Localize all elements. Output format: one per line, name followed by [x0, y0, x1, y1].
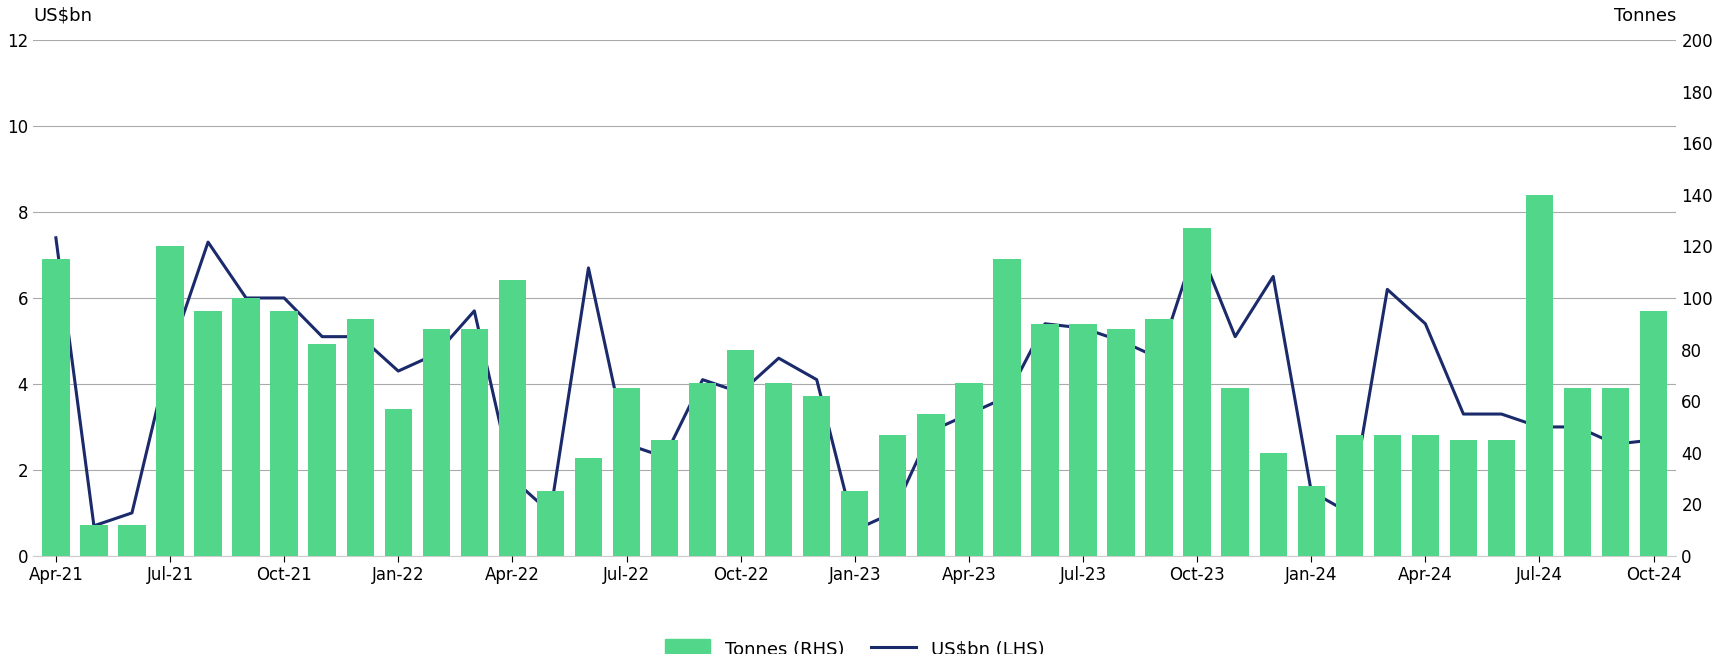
Bar	[499, 280, 526, 556]
Bar	[1639, 311, 1667, 556]
Bar	[194, 311, 222, 556]
Bar	[1108, 329, 1135, 556]
Bar	[81, 525, 108, 556]
Legend: Tonnes (RHS), US$bn (LHS): Tonnes (RHS), US$bn (LHS)	[657, 632, 1051, 654]
Bar	[841, 491, 869, 556]
Bar	[461, 329, 488, 556]
Bar	[270, 311, 298, 556]
Bar	[232, 298, 260, 556]
Bar	[157, 247, 184, 556]
Bar	[308, 345, 335, 556]
Bar	[879, 435, 906, 556]
Bar	[43, 259, 69, 556]
Bar	[1259, 453, 1287, 556]
Text: Tonnes: Tonnes	[1613, 7, 1677, 25]
Bar	[1297, 487, 1324, 556]
Bar	[612, 388, 640, 556]
Bar	[1412, 435, 1440, 556]
Bar	[690, 383, 716, 556]
Bar	[955, 383, 982, 556]
Bar	[992, 259, 1020, 556]
Bar	[1526, 195, 1553, 556]
Bar	[537, 491, 564, 556]
Bar	[1032, 324, 1058, 556]
Bar	[1221, 388, 1249, 556]
Bar	[1336, 435, 1362, 556]
Bar	[1183, 228, 1211, 556]
Bar	[1374, 435, 1402, 556]
Text: US$bn: US$bn	[33, 7, 93, 25]
Bar	[650, 440, 678, 556]
Bar	[803, 396, 831, 556]
Bar	[119, 525, 146, 556]
Bar	[385, 409, 413, 556]
Bar	[917, 414, 944, 556]
Bar	[1563, 388, 1591, 556]
Bar	[574, 458, 602, 556]
Bar	[346, 318, 373, 556]
Bar	[1146, 318, 1173, 556]
Bar	[423, 329, 451, 556]
Bar	[1070, 324, 1097, 556]
Bar	[1601, 388, 1629, 556]
Bar	[765, 383, 793, 556]
Bar	[1488, 440, 1515, 556]
Bar	[1450, 440, 1477, 556]
Bar	[728, 349, 755, 556]
